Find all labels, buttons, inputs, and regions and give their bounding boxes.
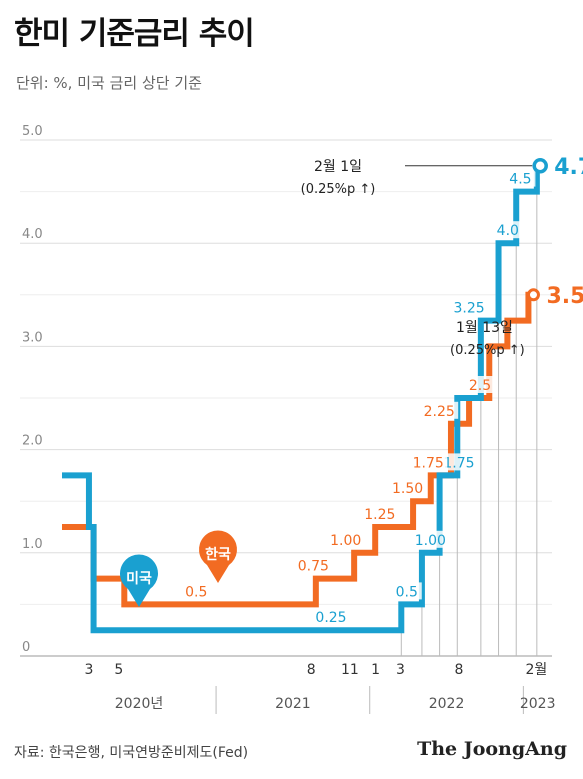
korea-rate-line (62, 291, 534, 608)
us-label-bg (391, 582, 422, 600)
korea-end-marker (526, 288, 540, 302)
korea-legend-pin-shape (198, 530, 237, 583)
x-tick-label: 11 (341, 662, 359, 678)
us-value-label: 3.25 (453, 301, 484, 317)
us-annotation-date: 2월 1일 (314, 159, 362, 175)
us-annotation-change: (0.25%p ↑) (301, 182, 376, 197)
korea-end-value: 3.5 (546, 284, 583, 309)
korea-legend-pin: 한국 (198, 530, 237, 583)
us-label-bg (505, 169, 536, 187)
korea-value-label: 1.50 (392, 481, 423, 497)
korea-value-label: 2.25 (424, 404, 455, 420)
us-value-label: 0.5 (396, 584, 418, 600)
korea-label-bg (388, 479, 427, 497)
us-label-bg (311, 608, 350, 626)
korea-value-label: 1.00 (330, 533, 361, 549)
source-note: 자료: 한국은행, 미국연방준비제도(Fed) (14, 745, 249, 761)
us-value-label: 4.0 (497, 223, 519, 239)
y-tick-label: 5.0 (22, 124, 43, 139)
korea-label-bg (326, 530, 365, 548)
us-end-marker (532, 158, 548, 174)
y-tick-label: 2.0 (22, 434, 43, 449)
us-label-bg (411, 530, 450, 548)
korea-value-label: 1.75 (413, 455, 444, 471)
us-end-value: 4.75 (554, 155, 583, 180)
korea-value-label: 0.5 (185, 584, 207, 600)
chart-title: 한미 기준금리 추이 (14, 16, 255, 52)
year-label: 2023 (520, 696, 556, 712)
x-tick-label: 3 (396, 662, 405, 678)
korea-legend-pin-label: 한국 (205, 547, 231, 563)
year-label: 2022 (429, 696, 465, 712)
korea-value-label: 2.5 (469, 378, 491, 394)
year-label: 2021 (275, 696, 311, 712)
y-tick-label: 1.0 (22, 537, 43, 552)
x-tick-label: 2월 (526, 662, 548, 678)
y-tick-label: 0 (22, 640, 30, 655)
korea-label-bg (360, 505, 399, 522)
x-tick-label: 5 (114, 662, 123, 678)
korea-label-bg (465, 376, 496, 393)
brand-logo: The JoongAng (417, 738, 567, 760)
korea-value-label: 1.25 (364, 507, 395, 523)
us-legend-pin-shape (119, 554, 158, 607)
x-tick-label: 1 (371, 662, 380, 678)
y-tick-label: 3.0 (22, 330, 43, 345)
korea-annotation-date: 1월 13일 (456, 320, 513, 336)
korea-annotation-change: (0.25%p ↑) (450, 343, 525, 358)
us-label-bg (450, 298, 489, 316)
korea-label-bg (420, 401, 459, 419)
us-value-label: 1.75 (443, 455, 474, 471)
korea-value-label: 0.75 (298, 559, 329, 575)
us-value-label: 1.00 (415, 533, 446, 549)
us-value-label: 4.5 (509, 172, 531, 188)
x-tick-label: 8 (307, 662, 316, 678)
us-legend-pin-label: 미국 (126, 571, 152, 587)
us-value-label: 0.25 (315, 610, 346, 626)
y-tick-label: 4.0 (22, 227, 43, 242)
x-tick-label: 8 (455, 662, 464, 678)
chart-subtitle: 단위: %, 미국 금리 상단 기준 (16, 74, 202, 92)
us-label-bg (439, 453, 478, 471)
korea-label-bg (409, 453, 448, 471)
year-label: 2020년 (115, 696, 164, 712)
x-tick-label: 3 (84, 662, 93, 678)
korea-label-bg (294, 556, 333, 574)
us-rate-line (62, 162, 541, 634)
us-label-bg (492, 221, 523, 239)
korea-label-bg (181, 582, 212, 600)
us-legend-pin: 미국 (119, 554, 158, 607)
